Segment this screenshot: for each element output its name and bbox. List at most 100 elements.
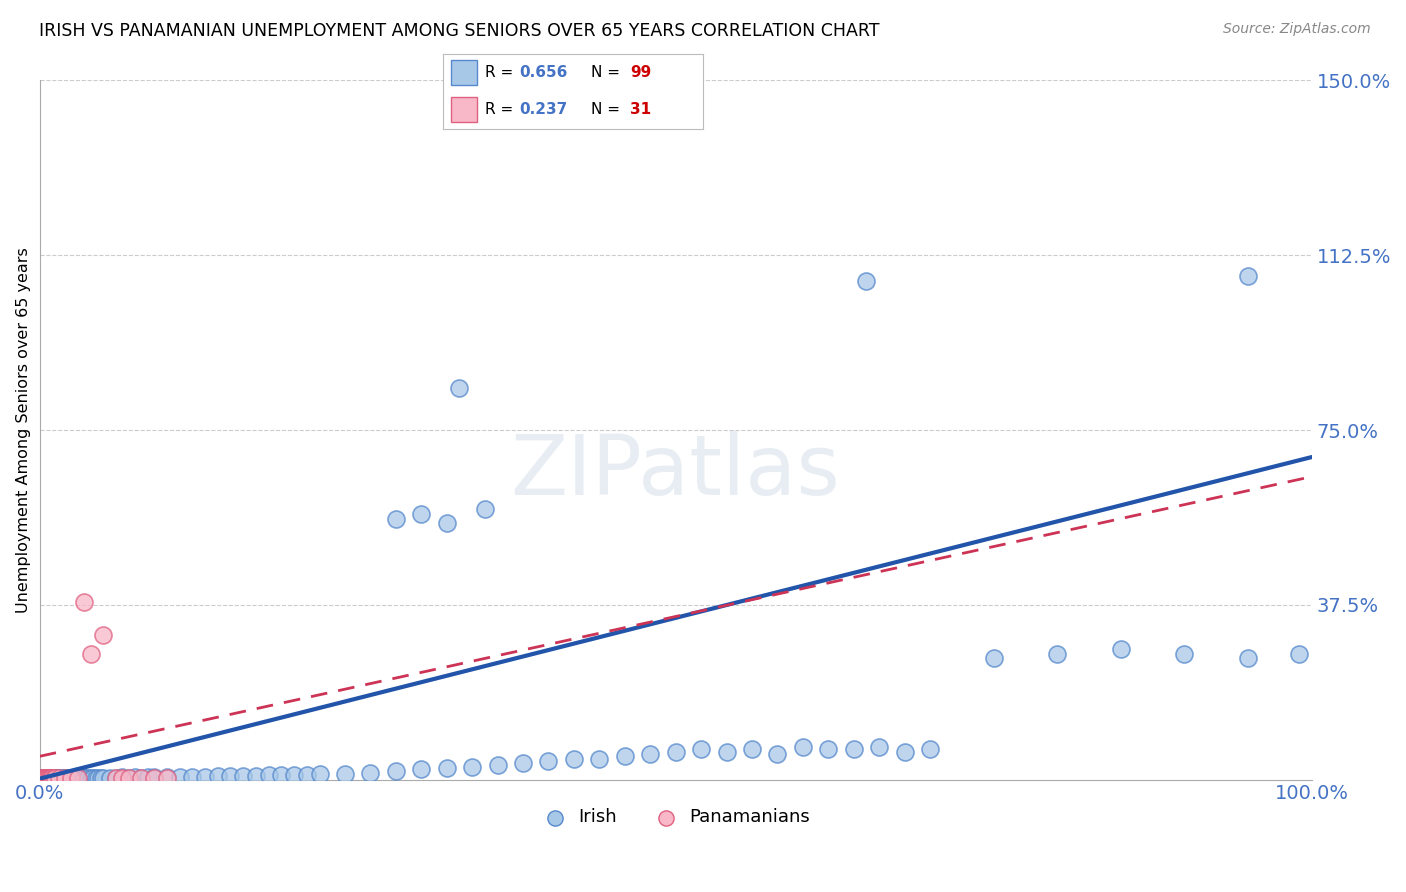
Point [32, 771, 55, 785]
Point [58, 771, 80, 785]
Point [38, 771, 60, 785]
Text: R =: R = [485, 65, 517, 80]
Point [588, 751, 610, 765]
Point [131, 771, 153, 785]
Text: N =: N = [591, 65, 620, 80]
Point [31, 771, 53, 785]
Point [31, 771, 53, 785]
Point [295, 768, 318, 782]
Point [53, 771, 76, 785]
Point [38, 771, 60, 785]
Point [42, 771, 65, 785]
Point [48, 771, 70, 785]
Point [52, 771, 75, 785]
Point [232, 769, 254, 783]
Point [34, 771, 56, 785]
Point [66, 771, 89, 785]
Point [39, 771, 62, 785]
Point [38, 771, 60, 785]
Point [42, 771, 65, 785]
Point [65, 771, 87, 785]
Point [73, 771, 96, 785]
Point [1288, 647, 1310, 661]
Text: Source: ZipAtlas.com: Source: ZipAtlas.com [1223, 22, 1371, 37]
Point [105, 771, 128, 785]
Point [91, 771, 114, 785]
Point [792, 739, 814, 754]
Point [918, 742, 941, 756]
Point [385, 511, 408, 525]
Point [35, 771, 58, 785]
Point [59, 771, 82, 785]
Point [32, 771, 55, 785]
Bar [451, 96, 477, 122]
Point [1046, 647, 1069, 661]
Point [62, 771, 84, 785]
Point [46, 771, 69, 785]
Point [39, 771, 62, 785]
Point [219, 769, 242, 783]
Text: N =: N = [591, 102, 620, 117]
Point [1237, 651, 1260, 665]
Point [817, 742, 839, 756]
Point [35, 771, 58, 785]
Point [91, 628, 114, 642]
Point [79, 647, 101, 661]
Point [55, 771, 77, 785]
Point [118, 771, 141, 785]
Bar [451, 61, 477, 86]
Point [562, 751, 585, 765]
Point [48, 771, 70, 785]
Point [124, 770, 146, 784]
Point [111, 771, 134, 785]
Point [51, 771, 73, 785]
Point [65, 771, 87, 785]
Point [30, 771, 52, 785]
Text: IRISH VS PANAMANIAN UNEMPLOYMENT AMONG SENIORS OVER 65 YEARS CORRELATION CHART: IRISH VS PANAMANIAN UNEMPLOYMENT AMONG S… [39, 22, 880, 40]
Point [766, 747, 789, 761]
Point [893, 745, 915, 759]
Point [308, 767, 330, 781]
Point [665, 745, 688, 759]
Text: R =: R = [485, 102, 517, 117]
Point [41, 771, 63, 785]
Point [38, 771, 60, 785]
Text: 31: 31 [630, 102, 651, 117]
Point [1237, 269, 1260, 284]
Point [512, 756, 534, 771]
Point [53, 771, 76, 785]
Point [37, 771, 59, 785]
Point [537, 754, 560, 768]
Point [34, 771, 56, 785]
Point [461, 759, 484, 773]
Point [449, 381, 471, 395]
Point [436, 516, 458, 531]
Point [69, 771, 91, 785]
Point [486, 757, 509, 772]
Legend: Irish, Panamanians: Irish, Panamanians [534, 801, 817, 833]
Point [1109, 642, 1132, 657]
Point [156, 771, 179, 785]
Point [38, 771, 60, 785]
Point [44, 771, 66, 785]
Point [79, 771, 101, 785]
Point [283, 768, 305, 782]
Point [385, 764, 408, 779]
Point [37, 771, 59, 785]
Point [270, 768, 292, 782]
Point [359, 765, 381, 780]
Point [411, 507, 433, 521]
Point [66, 771, 89, 785]
Text: ZIPatlas: ZIPatlas [510, 432, 841, 513]
Point [72, 771, 94, 785]
Point [194, 770, 217, 784]
Point [257, 768, 280, 782]
Text: 0.237: 0.237 [520, 102, 568, 117]
Point [855, 274, 877, 288]
Point [82, 771, 104, 785]
Point [1173, 647, 1195, 661]
Point [474, 502, 496, 516]
Point [716, 745, 738, 759]
Point [245, 769, 267, 783]
Point [143, 771, 166, 785]
